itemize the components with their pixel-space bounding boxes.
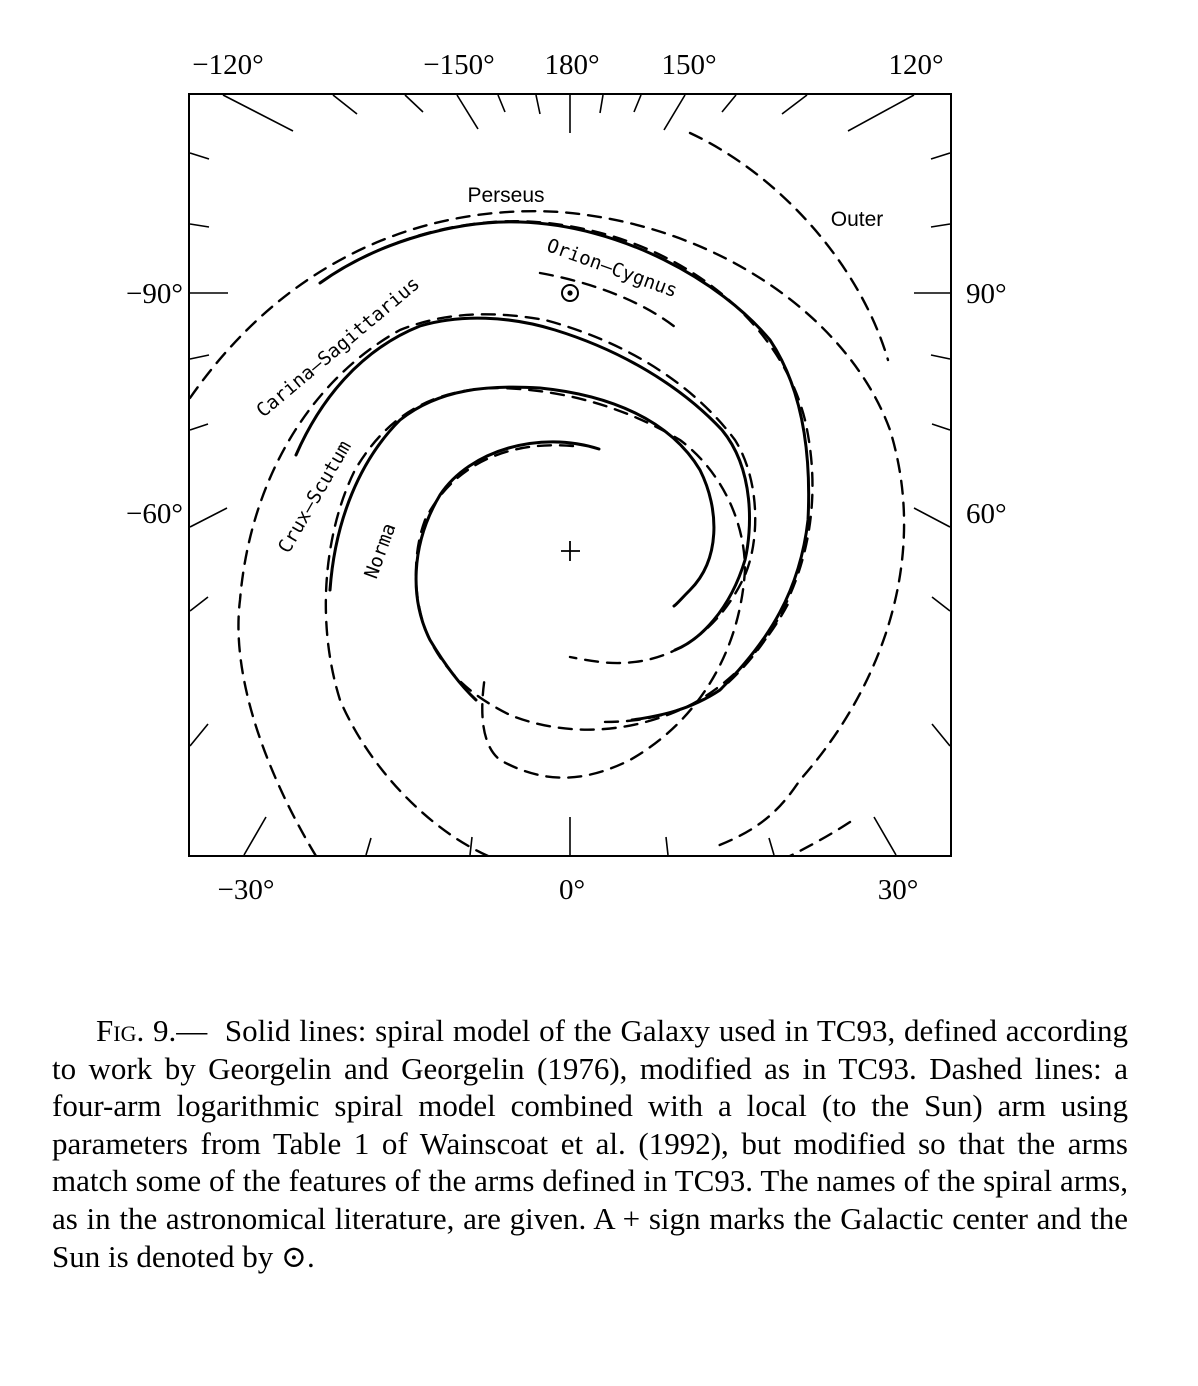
top-label-minus-120: −120° (192, 49, 263, 81)
figure-caption: Fig. 9.— Solid lines: spiral model of th… (52, 1012, 1128, 1275)
top-label-180: 180° (544, 49, 599, 81)
solid-spiral-model (294, 220, 811, 722)
right-axis-labels: 90° 60° (966, 278, 1007, 530)
arm-label-outer: Outer (831, 208, 884, 231)
dashed-arm-carina-sagittarius (237, 313, 757, 856)
bottom-axis-labels: −30° 0° 30° (218, 874, 919, 906)
solid-arm-norma (414, 440, 601, 702)
bottom-label-minus-30: −30° (218, 874, 275, 906)
top-label-minus-150: −150° (423, 49, 494, 81)
bottom-label-30: 30° (878, 874, 919, 906)
spiral-arm-figure: −120° −150° 180° 150° 120° −30° 0° 30° −… (126, 49, 1007, 906)
solid-arm-crux-scutum (328, 385, 716, 608)
left-axis-labels: −90° −60° (126, 278, 183, 530)
bottom-label-0: 0° (559, 874, 585, 906)
solid-arm-carina-sagittarius (294, 316, 751, 652)
left-label-minus-60: −60° (126, 498, 183, 530)
plot-frame (188, 93, 952, 857)
sun-symbol (561, 284, 579, 302)
top-label-150: 150° (661, 49, 716, 81)
right-label-60: 60° (966, 498, 1007, 530)
right-label-90: 90° (966, 278, 1007, 310)
caption-text: Solid lines: spiral model of the Galaxy … (52, 1013, 1129, 1274)
arm-label-perseus: Perseus (467, 184, 544, 207)
dashed-arm-orion-cygnus (538, 271, 677, 329)
dashed-arm-outer-top (688, 131, 890, 362)
left-label-minus-90: −90° (126, 278, 183, 310)
dashed-arm-outer (189, 209, 906, 850)
galactic-center-marker (561, 541, 580, 561)
longitude-ticks (189, 94, 951, 856)
caption-figure-label: Fig. 9.— (96, 1013, 208, 1048)
arm-label-norma: Norma (360, 520, 400, 581)
arm-label-carina-sagittarius: Carina–Sagittarius (252, 273, 424, 422)
top-label-120: 120° (888, 49, 943, 81)
dashed-arm-outer-bottom (788, 820, 852, 856)
top-axis-labels: −120° −150° 180° 150° 120° (192, 49, 943, 81)
solid-arm-perseus (318, 220, 811, 722)
dashed-arm-crux-scutum (324, 386, 747, 856)
dashed-spiral-model (189, 131, 906, 856)
